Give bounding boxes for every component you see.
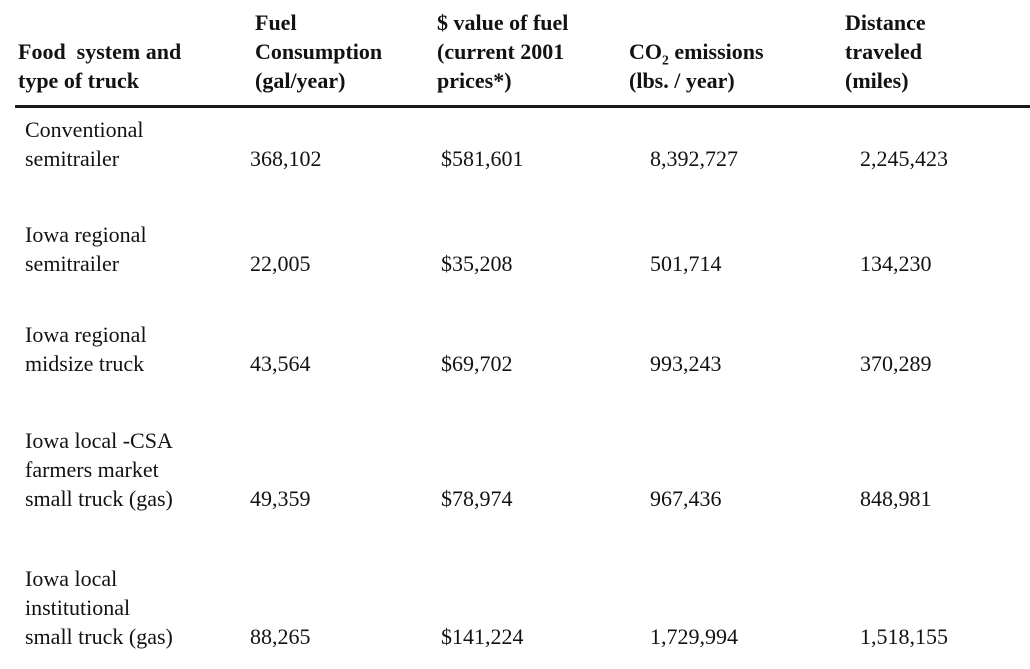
- header-line: prices*): [437, 68, 512, 93]
- label-line: farmers market: [25, 456, 159, 482]
- label-line: institutional: [25, 594, 131, 620]
- table-row: Iowa local -CSA farmers market small tru…: [15, 382, 1030, 517]
- cell-co2: 967,436: [650, 485, 722, 511]
- table-row: Conventional semitrailer 368,102 $581,60…: [15, 107, 1030, 177]
- header-line: $ value of fuel: [437, 10, 569, 35]
- table-row: Iowa local institutional small truck (ga…: [15, 517, 1030, 655]
- cell-food-system: Iowa regional semitrailer: [15, 177, 250, 282]
- cell-distance: 1,518,155: [860, 623, 948, 649]
- col-header-fuel-consumption: Fuel Consumption (gal/year): [250, 0, 437, 108]
- label-line: Iowa local -CSA: [25, 427, 173, 453]
- cell-co2: 1,729,994: [650, 623, 738, 649]
- col-header-food-system: Food system and type of truck: [15, 0, 250, 108]
- header-line: (current 2001: [437, 39, 565, 64]
- col-header-co2-emissions: CO2 emissions (lbs. / year): [629, 0, 845, 108]
- table-row: Iowa regional midsize truck 43,564 $69,7…: [15, 282, 1030, 382]
- food-system-truck-table: Food system and type of truck Fuel Consu…: [15, 0, 1030, 655]
- header-row: Food system and type of truck Fuel Consu…: [15, 0, 1030, 108]
- header-line: (miles): [845, 68, 909, 93]
- header-line: type of truck: [18, 68, 139, 93]
- cell-food-system: Iowa regional midsize truck: [15, 282, 250, 382]
- cell-co2: 501,714: [650, 250, 722, 276]
- header-line: CO2 emissions: [629, 37, 845, 68]
- header-line: traveled: [845, 39, 922, 64]
- col-header-distance: Distance traveled (miles): [845, 0, 1030, 108]
- label-line: semitrailer: [25, 145, 120, 171]
- header-line: (gal/year): [255, 68, 346, 93]
- label-line: Iowa local: [25, 565, 118, 591]
- header-line: Fuel: [255, 10, 297, 35]
- cell-fuel-gal: 49,359: [250, 485, 311, 511]
- cell-co2: 993,243: [650, 350, 722, 376]
- label-line: Iowa regional: [25, 221, 147, 247]
- cell-fuel-gal: 368,102: [250, 145, 322, 171]
- cell-fuel-gal: 88,265: [250, 623, 311, 649]
- cell-distance: 134,230: [860, 250, 932, 276]
- table-row: Iowa regional semitrailer 22,005 $35,208…: [15, 177, 1030, 282]
- cell-fuel-value: $78,974: [441, 485, 513, 511]
- co2-text: CO: [629, 39, 662, 64]
- cell-fuel-value: $69,702: [441, 350, 513, 376]
- cell-distance: 848,981: [860, 485, 932, 511]
- label-line: Conventional: [25, 116, 144, 142]
- cell-fuel-value: $141,224: [441, 623, 524, 649]
- cell-fuel-value: $581,601: [441, 145, 524, 171]
- cell-fuel-gal: 43,564: [250, 350, 311, 376]
- co2-subscript: 2: [662, 52, 669, 68]
- cell-distance: 370,289: [860, 350, 932, 376]
- label-line: small truck (gas): [25, 485, 173, 511]
- cell-co2: 8,392,727: [650, 145, 738, 171]
- cell-food-system: Iowa local -CSA farmers market small tru…: [15, 382, 250, 517]
- cell-fuel-gal: 22,005: [250, 250, 311, 276]
- label-line: small truck (gas): [25, 623, 173, 649]
- header-line: Consumption: [255, 39, 383, 64]
- cell-distance: 2,245,423: [860, 145, 948, 171]
- cell-fuel-value: $35,208: [441, 250, 513, 276]
- header-line: (lbs. / year): [629, 68, 735, 93]
- header-line: Food system and: [18, 39, 182, 64]
- label-line: semitrailer: [25, 250, 120, 276]
- cell-food-system: Conventional semitrailer: [15, 107, 250, 177]
- label-line: midsize truck: [25, 350, 145, 376]
- label-line: Iowa regional: [25, 321, 147, 347]
- cell-food-system: Iowa local institutional small truck (ga…: [15, 517, 250, 655]
- col-header-fuel-value: $ value of fuel (current 2001 prices*): [437, 0, 629, 108]
- header-line: Distance: [845, 10, 926, 35]
- emissions-text: emissions: [668, 39, 764, 64]
